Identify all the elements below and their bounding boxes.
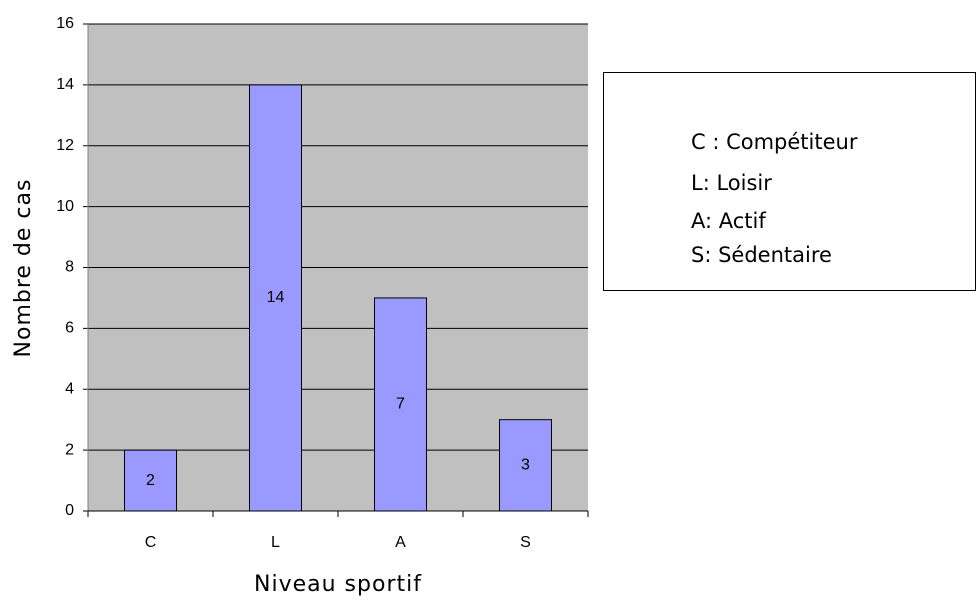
x-axis-label: Niveau sportif [254,572,422,597]
data-label: 3 [521,457,530,474]
data-label: 2 [146,472,155,489]
bar [374,297,427,512]
y-tick-label: 8 [65,259,74,276]
x-tick-label: C [145,534,157,551]
bar [249,84,302,512]
x-tick-label: L [271,534,280,551]
y-tick-label: 16 [56,15,74,32]
bar [499,419,552,512]
legend-note: A: Actif [691,209,766,233]
y-axis-label: Nombre de cas [11,179,36,358]
legend-note: S: Sédentaire [691,243,832,267]
y-tick-label: 4 [65,380,74,397]
data-label: 14 [267,289,285,306]
y-tick-label: 12 [56,137,74,154]
y-tick-label: 10 [56,198,74,215]
bar [124,449,177,512]
x-tick-label: S [520,534,531,551]
data-label: 7 [396,396,405,413]
x-tick-label: A [395,534,406,551]
legend-note: L: Loisir [691,171,772,195]
legend-note: C : Compétiteur [691,130,858,154]
y-tick-label: 0 [65,502,74,519]
y-tick-label: 2 [65,441,74,458]
legend-box [603,72,976,291]
y-tick-label: 14 [56,76,74,93]
y-tick-label: 6 [65,320,74,337]
